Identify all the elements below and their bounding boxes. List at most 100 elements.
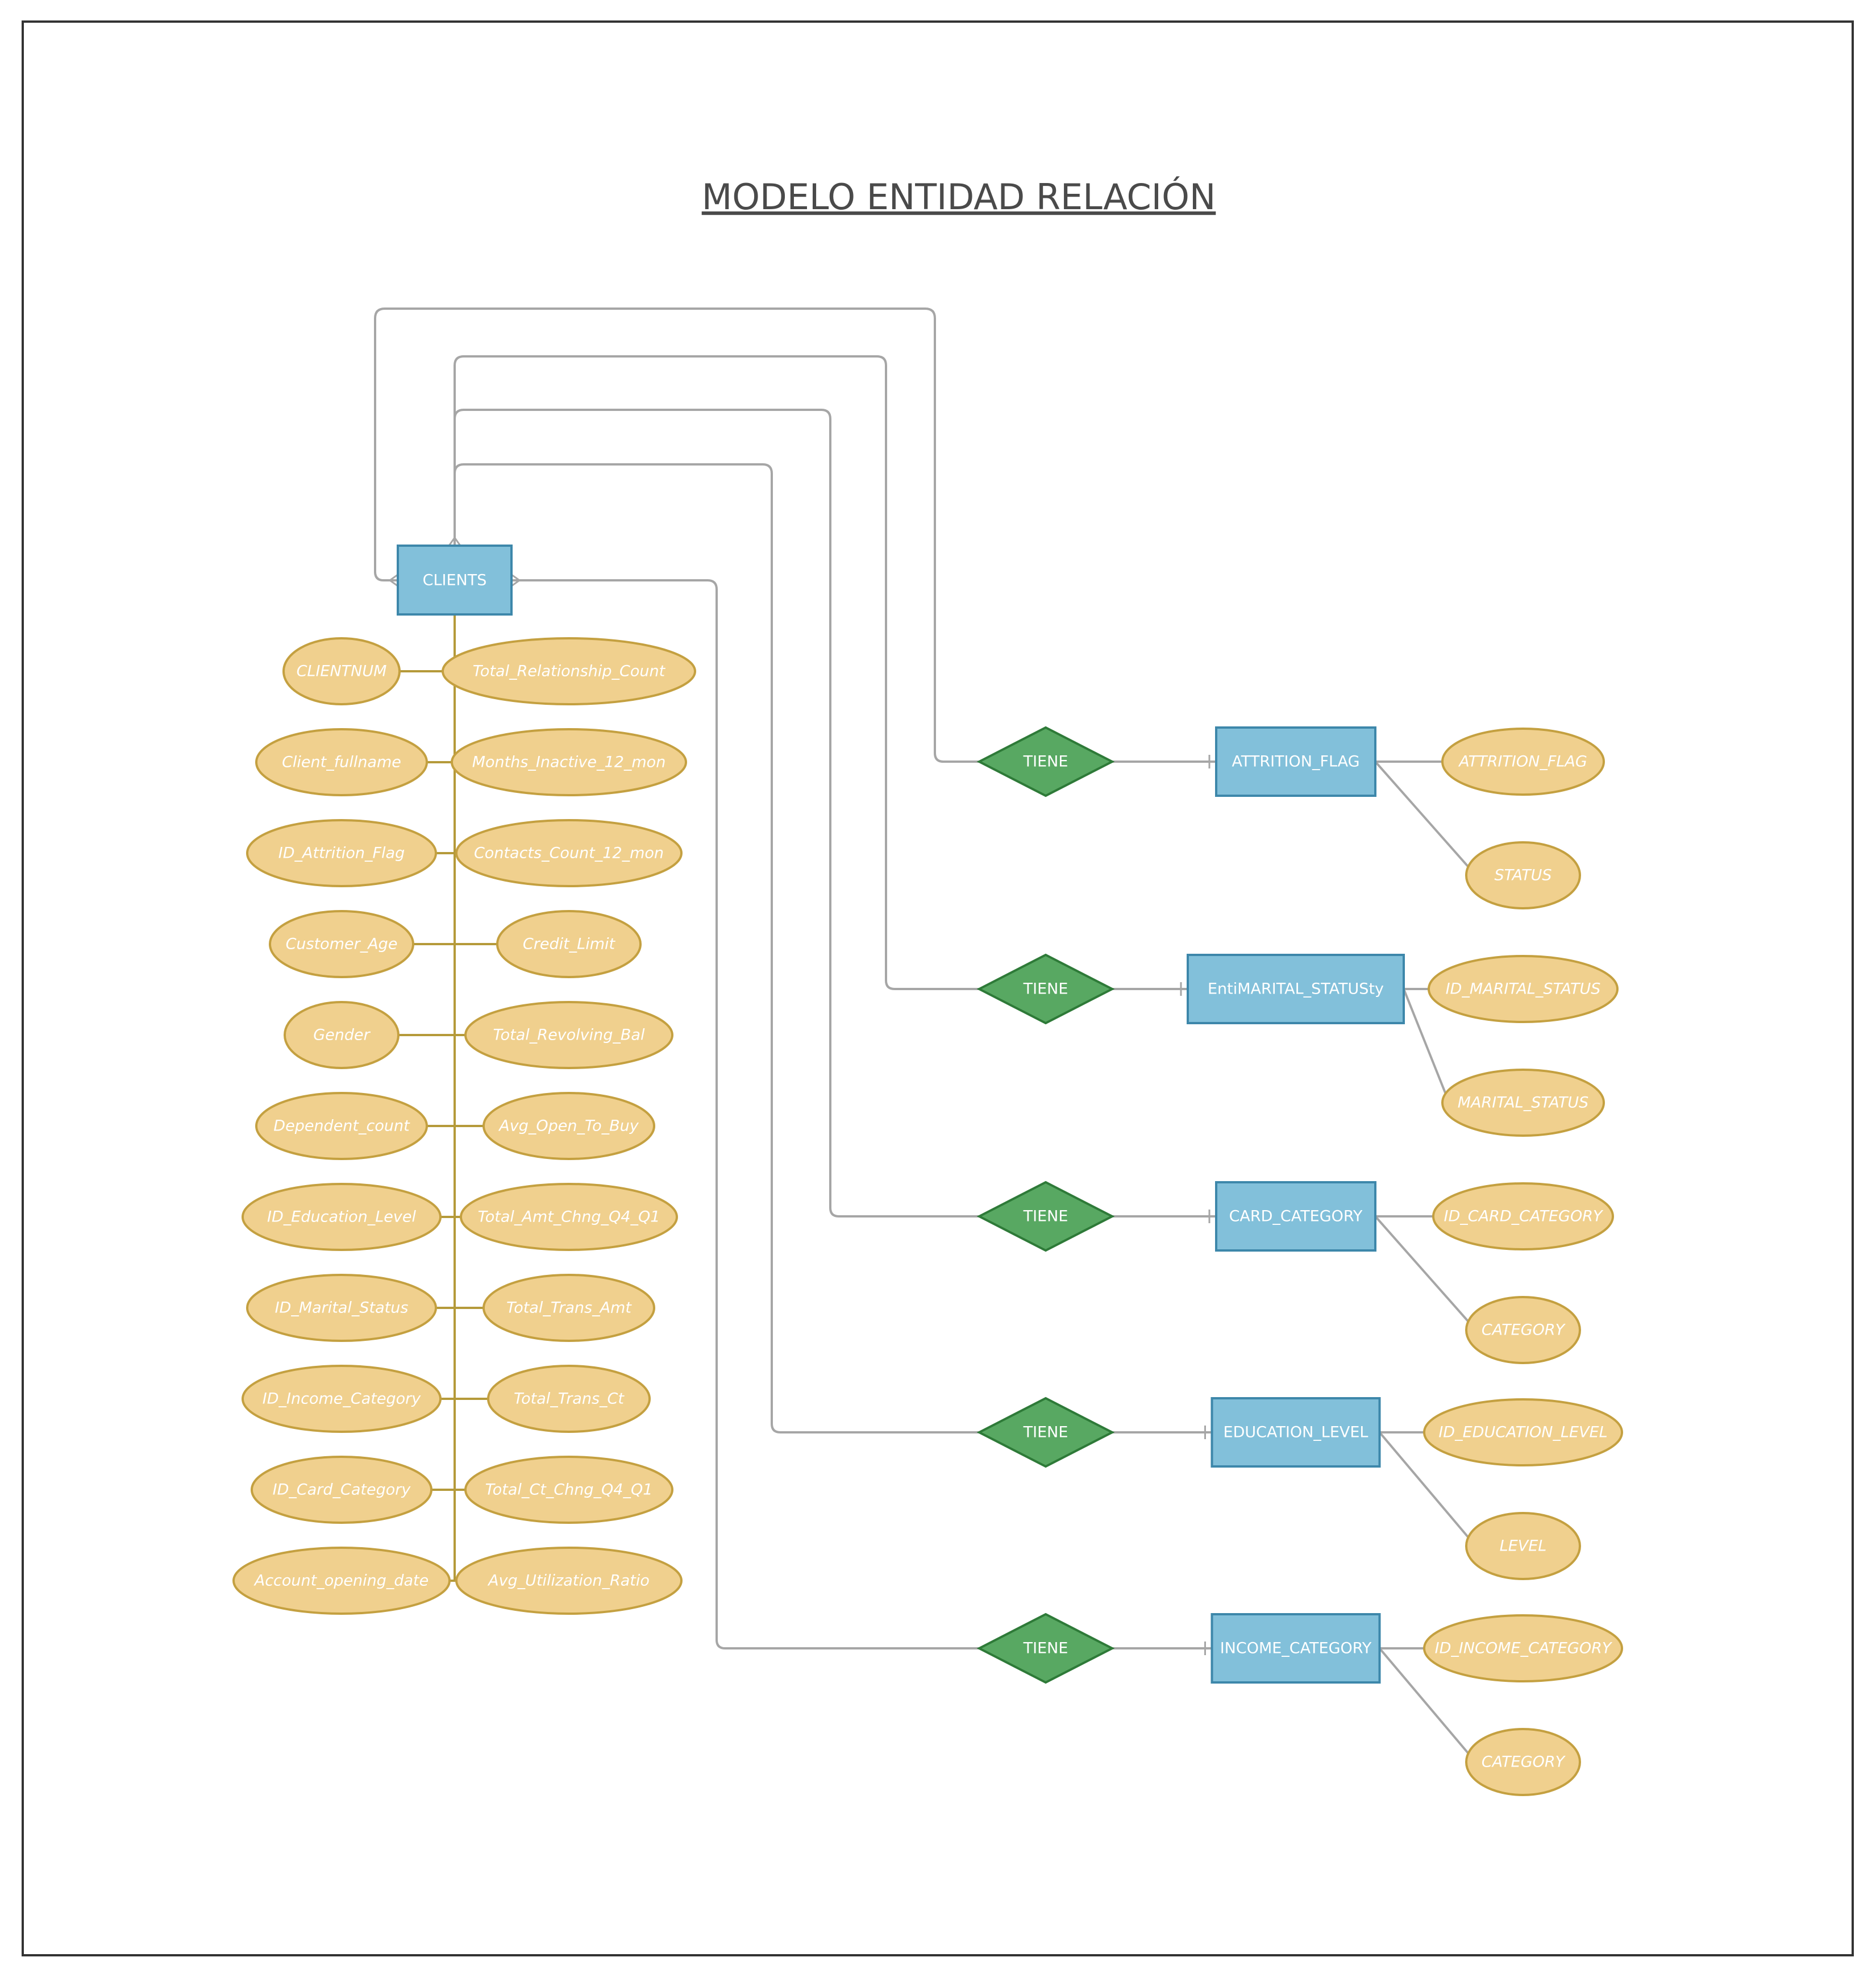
attribute-ellipse [460,1183,678,1251]
attribute-client-fullname[interactable]: Client_fullname [255,728,428,796]
attribute-dependent-count[interactable]: Dependent_count [255,1092,428,1160]
entity-clients-box [397,545,513,616]
relationship-diamond [976,953,1115,1025]
attribute-label: ID_EDUCATION_LEVEL [1438,1424,1607,1441]
attribute-label: Client_fullname [282,754,401,771]
entity-attribute-link [1374,1215,1472,1325]
relationship-education-level[interactable]: TIENE [976,1397,1115,1468]
attribute-ellipse [482,1092,655,1160]
attribute-id-attrition-flag[interactable]: ID_Attrition_Flag [246,819,437,887]
attribute-label: ID_Attrition_Flag [278,845,405,862]
attribute-ellipse [442,637,696,705]
attribute-label: Total_Trans_Amt [506,1299,632,1317]
entity-box [1187,954,1405,1024]
attribute-avg-utilization-ratio[interactable]: Avg_Utilization_Ratio [455,1547,683,1615]
attribute-gender[interactable]: Gender [284,1001,400,1069]
attribute-total-trans-amt[interactable]: Total_Trans_Amt [482,1274,655,1342]
attribute-account-opening-date[interactable]: Account_opening_date [232,1547,451,1615]
attribute-ellipse [1465,1512,1581,1580]
attribute-category[interactable]: CATEGORY [1465,1728,1581,1796]
attribute-id-marital-status[interactable]: ID_Marital_Status [246,1274,437,1342]
clients-right-attributes: Total_Relationship_Count Months_Inactive_… [442,637,696,1615]
entity-card-category[interactable]: CARD_CATEGORY [1215,1181,1376,1252]
entity-label: EntiMARITAL_STATUSty [1208,980,1384,998]
relationship-income-category[interactable]: TIENE [976,1613,1115,1684]
attribute-ellipse [451,728,687,796]
attribute-label: CATEGORY [1482,1322,1566,1339]
attribute-label: ID_Card_Category [273,1481,411,1499]
attribute-total-revolving-bal[interactable]: Total_Revolving_Bal [464,1001,673,1069]
attribute-ellipse [269,910,414,978]
relations-group: TIENE ATTRITION_FLAG ATTRITION_FLAG STATUS T… [976,726,1623,1796]
attribute-level[interactable]: LEVEL [1465,1512,1581,1580]
entity-income-category[interactable]: INCOME_CATEGORY [1211,1613,1381,1684]
relationship-label: TIENE [1023,1640,1068,1657]
attribute-months-inactive-12-mon[interactable]: Months_Inactive_12_mon [451,728,687,796]
attribute-label: ID_Income_Category [263,1390,421,1408]
relationship-label: TIENE [1023,980,1068,998]
entity-entimarital-statusty[interactable]: EntiMARITAL_STATUSty [1187,954,1405,1024]
attribute-total-amt-chng-q4-q1[interactable]: Total_Amt_Chng_Q4_Q1 [460,1183,678,1251]
entity-clients[interactable]: CLIENTS [397,545,513,616]
attribute-total-trans-ct[interactable]: Total_Trans_Ct [487,1365,651,1433]
attribute-ellipse [1465,1728,1581,1796]
entity-label: EDUCATION_LEVEL [1224,1424,1368,1441]
attribute-label: ID_CARD_CATEGORY [1444,1208,1604,1225]
attribute-label: Total_Trans_Ct [514,1390,625,1408]
attribute-ellipse [1441,728,1605,796]
attribute-customer-age[interactable]: Customer_Age [269,910,414,978]
relationship-label: TIENE [1023,1208,1068,1225]
attribute-total-ct-chng-q4-q1[interactable]: Total_Ct_Chng_Q4_Q1 [464,1456,673,1524]
entity-label: INCOME_CATEGORY [1220,1640,1372,1657]
attribute-ellipse [455,819,683,887]
attribute-ellipse [246,1274,437,1342]
relationship-card-category[interactable]: TIENE [976,1181,1115,1252]
entity-box [1215,726,1376,797]
attribute-id-card-category[interactable]: ID_Card_Category [251,1456,432,1524]
attribute-label: Customer_Age [286,936,398,953]
attribute-ellipse [455,1547,683,1615]
entity-box [1211,1613,1381,1684]
attribute-id-education-level[interactable]: ID_EDUCATION_LEVEL [1423,1398,1623,1466]
attribute-ellipse [246,819,437,887]
relationship-entimarital-statusty[interactable]: TIENE [976,953,1115,1025]
attribute-label: Total_Relationship_Count [473,663,666,680]
attribute-label: Total_Revolving_Bal [493,1027,645,1044]
attribute-label: CATEGORY [1482,1753,1566,1771]
many-marker-right [511,574,521,587]
attribute-clientnum[interactable]: CLIENTNUM [282,637,401,705]
attribute-label: Dependent_count [273,1117,410,1135]
entity-attribute-link [1378,1647,1472,1757]
entity-attribute-link [1374,761,1472,871]
entity-education-level[interactable]: EDUCATION_LEVEL [1211,1397,1381,1468]
attribute-ellipse [1423,1614,1623,1682]
attribute-total-relationship-count[interactable]: Total_Relationship_Count [442,637,696,705]
attribute-id-income-category[interactable]: ID_Income_Category [242,1365,442,1433]
attribute-ellipse [496,910,642,978]
attribute-label: ID_Marital_Status [275,1299,409,1317]
relationship-diamond [976,1613,1115,1684]
entity-attrition-flag[interactable]: ATTRITION_FLAG [1215,726,1376,797]
attribute-credit-limit[interactable]: Credit_Limit [496,910,642,978]
attribute-label: Gender [313,1027,371,1044]
attribute-marital-status[interactable]: MARITAL_STATUS [1441,1069,1605,1137]
attribute-category[interactable]: CATEGORY [1465,1296,1581,1364]
attribute-id-marital-status[interactable]: ID_MARITAL_STATUS [1428,955,1619,1023]
attribute-ellipse [482,1274,655,1342]
diagram-title: MODELO ENTIDAD RELACIÓN [702,176,1216,218]
attribute-contacts-count-12-mon[interactable]: Contacts_Count_12_mon [455,819,683,887]
relationship-connectors [374,307,979,1649]
attribute-id-income-category[interactable]: ID_INCOME_CATEGORY [1423,1614,1623,1682]
attribute-id-education-level[interactable]: ID_Education_Level [242,1183,442,1251]
attribute-ellipse [242,1183,442,1251]
attribute-ellipse [464,1001,673,1069]
attribute-id-card-category[interactable]: ID_CARD_CATEGORY [1432,1182,1614,1250]
attribute-label: CLIENTNUM [297,663,387,680]
attribute-avg-open-to-buy[interactable]: Avg_Open_To_Buy [482,1092,655,1160]
attribute-status[interactable]: STATUS [1465,841,1581,909]
attribute-attrition-flag[interactable]: ATTRITION_FLAG [1441,728,1605,796]
attribute-label: Total_Amt_Chng_Q4_Q1 [478,1208,660,1226]
connector-attrition-flag [374,307,979,763]
relationship-attrition-flag[interactable]: TIENE [976,726,1115,797]
attribute-label: ID_INCOME_CATEGORY [1435,1640,1613,1657]
